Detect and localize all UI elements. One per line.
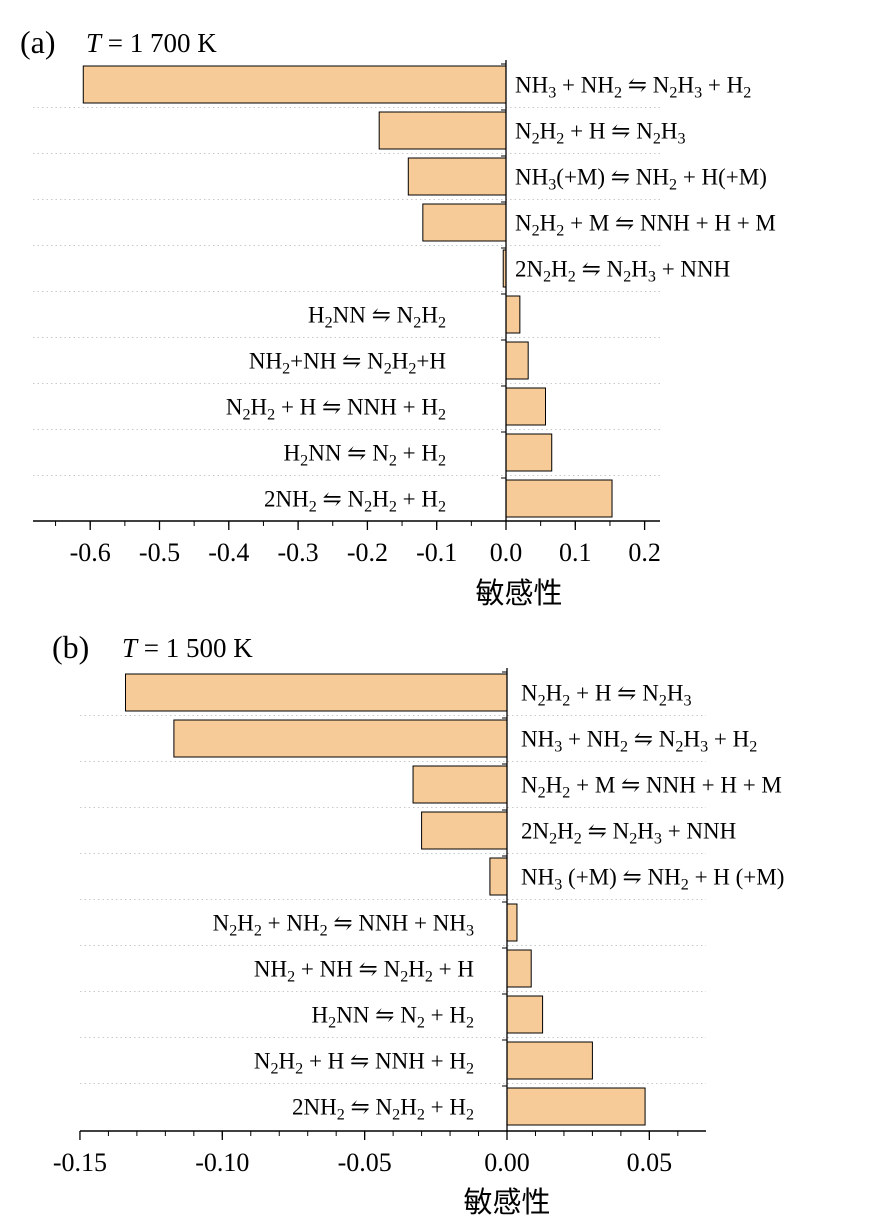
bar (378, 111, 507, 150)
x-tick-label: -0.2 (347, 538, 388, 567)
category-label: N2H2 + NH2 ⇋ NNH + NH3 (213, 911, 474, 940)
panel-b-x-axis-label: 敏感性 (463, 1186, 550, 1219)
bar (421, 811, 508, 850)
category-label: 2N2H2 ⇋ N2H3 + NNH (521, 819, 736, 848)
x-tick-label: 0.1 (559, 538, 592, 567)
x-tick-label: -0.10 (195, 1148, 249, 1177)
bar (422, 203, 507, 242)
x-tick-label: 0.0 (490, 538, 523, 567)
bar (505, 479, 613, 518)
category-label: 2NH2 ⇋ N2H2 + H2 (292, 1095, 474, 1124)
category-label: N2H2 + H ⇋ N2H3 (515, 119, 686, 148)
bar (506, 1041, 593, 1080)
category-label: NH2 + NH ⇋ N2H2 + H (254, 957, 474, 986)
x-tick-label: -0.5 (139, 538, 180, 567)
bar (505, 433, 553, 472)
panel-a-chart: (a) T = 1 700 K NH3 + NH2 ⇋ N2H3 + H2 N2H… (20, 24, 776, 610)
panel-a-x-axis-label: 敏感性 (475, 577, 562, 610)
x-tick-label: -0.05 (338, 1148, 392, 1177)
x-tick-label: 0.05 (627, 1148, 673, 1177)
category-label: N2H2 + H ⇋ NNH + H2 (226, 395, 446, 424)
bar (82, 65, 507, 104)
category-label: NH3 (+M) ⇋ NH2 + H (+M) (521, 865, 784, 894)
x-tick-label: -0.6 (70, 538, 111, 567)
panel-a-title: T = 1 700 K (86, 28, 217, 58)
x-tick-label: -0.15 (53, 1148, 107, 1177)
category-label: H2NN ⇋ N2 + H2 (312, 1003, 474, 1032)
panel-a-title-value: = 1 700 K (101, 28, 217, 58)
panel-b-title: T = 1 500 K (122, 633, 253, 663)
panel-a-title-var: T (86, 28, 103, 58)
x-tick-label: -0.3 (278, 538, 319, 567)
category-label: NH3 + NH2 ⇋ N2H3 + H2 (515, 73, 751, 102)
bar (173, 719, 508, 758)
panel-b-label: (b) (52, 629, 89, 665)
category-label: N2H2 + M ⇋ NNH + H + M (515, 211, 776, 240)
panel-b-title-var: T (122, 633, 139, 663)
bar (412, 765, 508, 804)
bar (125, 673, 508, 712)
x-tick-label: 0.00 (484, 1148, 530, 1177)
bar (407, 157, 507, 196)
bar (505, 387, 547, 426)
category-label: NH2+NH ⇋ N2H2+H (249, 349, 446, 378)
category-label: N2H2 + H ⇋ NNH + H2 (254, 1049, 474, 1078)
bar (506, 1087, 646, 1126)
panel-b-chart: (b) T = 1 500 K N2H2 + H ⇋ N2H3 NH3 + NH2… (52, 629, 784, 1219)
category-label: 2N2H2 ⇋ N2H3 + NNH (515, 257, 730, 286)
category-label: N2H2 + H ⇋ N2H3 (521, 681, 692, 710)
category-label: H2NN ⇋ N2 + H2 (284, 441, 446, 470)
category-label: N2H2 + M ⇋ NNH + H + M (521, 773, 782, 802)
bar (505, 295, 521, 334)
bar (489, 857, 508, 896)
x-tick-label: -0.4 (208, 538, 249, 567)
panel-b-title-value: = 1 500 K (137, 633, 253, 663)
panel-a-label: (a) (20, 24, 56, 60)
bar (506, 949, 532, 988)
x-tick-label: -0.1 (416, 538, 457, 567)
bar (505, 341, 529, 380)
bar (506, 903, 518, 942)
category-label: NH3(+M) ⇋ NH2 + H(+M) (515, 165, 767, 194)
category-label: 2NH2 ⇋ N2H2 + H2 (264, 487, 446, 516)
category-label: NH3 + NH2 ⇋ N2H3 + H2 (521, 727, 757, 756)
category-label: H2NN ⇋ N2H2 (308, 303, 446, 332)
bar (506, 995, 544, 1034)
x-tick-label: 0.2 (628, 538, 661, 567)
